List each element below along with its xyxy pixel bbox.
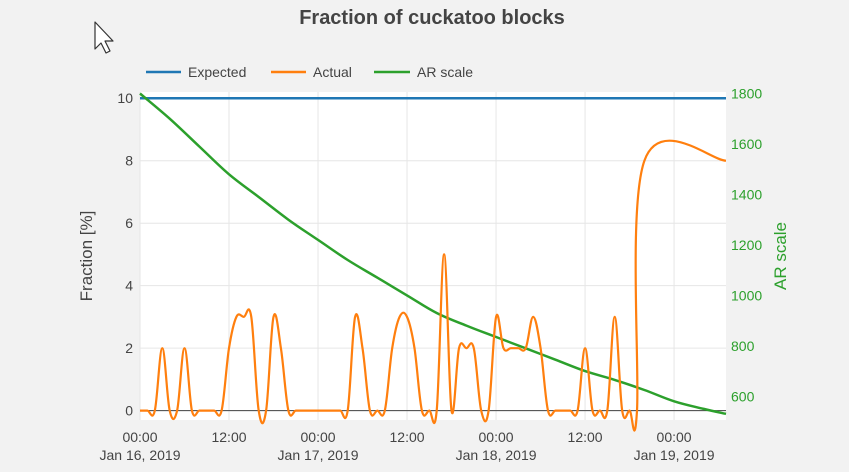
x-tick-label: 12:00 bbox=[211, 429, 246, 445]
y-tick-label: 2 bbox=[125, 340, 133, 356]
y-axis-title: Fraction [%] bbox=[77, 211, 96, 302]
y2-tick-label: 1200 bbox=[731, 237, 762, 253]
legend-item-ar-scale[interactable]: AR scale bbox=[374, 64, 473, 80]
series-layer bbox=[139, 92, 727, 432]
y-tick-label: 8 bbox=[125, 153, 133, 169]
y2-tick-label: 1000 bbox=[731, 287, 762, 303]
y-tick-label: 0 bbox=[125, 403, 133, 419]
axis-layer: 00:00 Jan 16, 2019 12:00 00:00 Jan 17, 2019 1… bbox=[100, 86, 763, 463]
legend-label-actual: Actual bbox=[313, 64, 352, 80]
x-tick-label: 00:00 bbox=[657, 429, 692, 445]
y2-tick-label: 600 bbox=[731, 388, 755, 404]
x-tick-label: 00:00 bbox=[122, 429, 157, 445]
x-tick-label: 00:00 bbox=[479, 429, 514, 445]
x-tick-date-label: Jan 19, 2019 bbox=[634, 447, 715, 463]
legend-item-expected[interactable]: Expected bbox=[146, 64, 246, 80]
y-tick-label: 4 bbox=[125, 278, 133, 294]
plot-area[interactable] bbox=[140, 92, 726, 420]
y2-axis-title: AR scale bbox=[771, 222, 790, 290]
x-tick-label: 12:00 bbox=[390, 429, 425, 445]
x-tick-date-label: Jan 17, 2019 bbox=[278, 447, 359, 463]
chart-title: Fraction of cuckatoo blocks bbox=[299, 7, 565, 29]
legend-item-actual[interactable]: Actual bbox=[271, 64, 352, 80]
x-tick-label: 00:00 bbox=[301, 429, 336, 445]
x-tick-label: 12:00 bbox=[568, 429, 603, 445]
y2-tick-label: 1600 bbox=[731, 136, 762, 152]
legend-label-ar-scale: AR scale bbox=[417, 64, 473, 80]
mouse-pointer-icon bbox=[94, 21, 114, 54]
series-actual-line bbox=[140, 139, 727, 432]
y2-tick-label: 800 bbox=[731, 338, 755, 354]
series-ar-scale-line bbox=[139, 92, 727, 416]
y2-tick-label: 1800 bbox=[731, 86, 762, 102]
x-tick-date-label: Jan 18, 2019 bbox=[456, 447, 537, 463]
y-tick-label: 10 bbox=[117, 90, 133, 106]
y2-tick-label: 1400 bbox=[731, 186, 762, 202]
x-tick-date-label: Jan 16, 2019 bbox=[100, 447, 181, 463]
legend-label-expected: Expected bbox=[188, 64, 246, 80]
y-tick-label: 6 bbox=[125, 215, 133, 231]
legend[interactable]: Expected Actual AR scale bbox=[146, 64, 473, 80]
